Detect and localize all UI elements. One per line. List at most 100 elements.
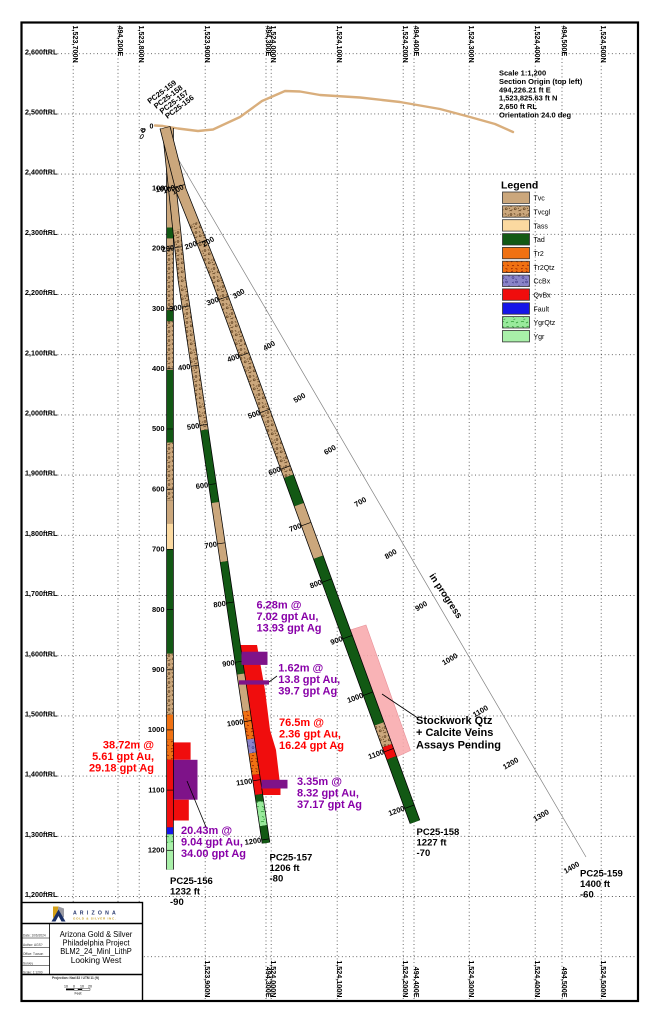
svg-text:1,400ftRL: 1,400ftRL [25,770,58,779]
svg-text:Legend: Legend [501,180,538,192]
svg-text:13.93 gpt Ag: 13.93 gpt Ag [257,623,322,635]
svg-text:500: 500 [152,424,165,433]
svg-text:300: 300 [169,303,183,314]
svg-text:Tr2Qtz: Tr2Qtz [534,265,556,272]
svg-text:BLM2_24_Minl_LithP: BLM2_24_Minl_LithP [60,946,132,956]
svg-text:900: 900 [329,634,344,647]
svg-text:29.18 gpt Ag: 29.18 gpt Ag [89,763,154,775]
svg-text:Scale: 1:1200: Scale: 1:1200 [23,971,43,975]
svg-text:1,200ftRL: 1,200ftRL [25,890,58,899]
svg-text:900: 900 [152,665,165,674]
svg-text:Stockwork Qtz: Stockwork Qtz [416,715,493,727]
svg-text:300: 300 [205,295,220,308]
svg-text:600: 600 [152,484,165,493]
svg-text:39.7 gpt Ag: 39.7 gpt Ag [278,686,337,698]
svg-text:1,523,800N: 1,523,800N [137,26,146,63]
svg-text:600: 600 [195,480,209,491]
svg-text:-90: -90 [170,897,184,908]
svg-text:1,524,500N: 1,524,500N [599,960,608,997]
svg-text:2,600ftRL: 2,600ftRL [25,47,58,56]
svg-text:1100: 1100 [148,785,164,794]
svg-text:800: 800 [152,605,165,614]
svg-text:494,300E: 494,300E [264,26,273,57]
svg-text:500: 500 [247,408,262,421]
svg-text:PC25-159: PC25-159 [580,869,623,880]
svg-text:1,524,400N: 1,524,400N [533,26,542,63]
svg-text:Section Origin (top left): Section Origin (top left) [499,77,583,86]
svg-text:494,400E: 494,400E [412,967,421,998]
svg-text:800: 800 [308,578,323,591]
svg-text:700: 700 [204,540,218,551]
svg-text:Arizona Gold & Silver: Arizona Gold & Silver [60,929,133,939]
svg-text:Author: AGS?: Author: AGS? [23,943,43,947]
svg-text:1,524,300N: 1,524,300N [467,26,476,63]
svg-text:7.02 gpt Au,: 7.02 gpt Au, [257,611,319,623]
svg-text:494,400E: 494,400E [412,26,421,57]
svg-text:1,524,400N: 1,524,400N [533,960,542,997]
svg-text:200: 200 [152,244,165,253]
svg-text:Orientation 24.0 deg: Orientation 24.0 deg [499,111,572,120]
svg-text:CcBx: CcBx [534,279,551,286]
svg-text:2,650 ft RL: 2,650 ft RL [499,102,537,111]
svg-text:1,524,100N: 1,524,100N [335,26,344,63]
svg-text:1,523,900N: 1,523,900N [203,26,212,63]
svg-text:1,524,500N: 1,524,500N [599,26,608,63]
svg-text:2,300ftRL: 2,300ftRL [25,228,58,237]
svg-text:0: 0 [150,124,154,131]
svg-text:5.61 gpt Au,: 5.61 gpt Au, [92,751,154,763]
svg-text:300: 300 [152,304,165,313]
svg-text:Assays Pending: Assays Pending [416,739,501,751]
svg-text:700: 700 [152,545,165,554]
svg-text:900: 900 [222,658,236,669]
svg-text:1000: 1000 [148,725,165,734]
svg-text:10: 10 [80,985,84,989]
svg-text:1100: 1100 [236,776,253,787]
svg-text:1200: 1200 [148,846,165,855]
svg-text:3.35m @: 3.35m @ [297,776,342,788]
svg-text:800: 800 [213,599,227,610]
svg-text:600: 600 [267,465,282,478]
svg-text:100: 100 [155,184,169,195]
svg-text:A R I Z O N A: A R I Z O N A [73,911,117,917]
svg-text:2.36 gpt Au,: 2.36 gpt Au, [279,729,341,741]
svg-text:400: 400 [152,364,165,373]
svg-text:Date: 10/6/2024: Date: 10/6/2024 [23,934,46,938]
svg-text:1,523,825.63 ft N: 1,523,825.63 ft N [499,94,557,103]
svg-text:37.17 gpt Ag: 37.17 gpt Ag [297,799,362,811]
svg-text:1,300ftRL: 1,300ftRL [25,830,58,839]
svg-text:20: 20 [88,985,92,989]
svg-text:2,100ftRL: 2,100ftRL [25,348,58,357]
svg-text:Tr2: Tr2 [534,251,544,258]
svg-text:1,900ftRL: 1,900ftRL [25,469,58,478]
svg-text:8.32 gpt Au,: 8.32 gpt Au, [297,787,359,799]
svg-text:20.43m @: 20.43m @ [181,825,232,837]
svg-text:1000: 1000 [226,717,244,728]
svg-text:2,400ftRL: 2,400ftRL [25,168,58,177]
svg-text:Office: Tucson: Office: Tucson [23,952,44,956]
svg-text:0: 0 [140,127,148,134]
svg-text:100: 100 [162,183,177,196]
svg-text:500: 500 [186,421,200,432]
svg-text:2,200ftRL: 2,200ftRL [25,288,58,297]
svg-text:Fault: Fault [534,306,550,313]
svg-text:34.00 gpt Ag: 34.00 gpt Ag [181,848,246,860]
svg-text:1,524,200N: 1,524,200N [401,960,410,997]
svg-text:Tass: Tass [534,223,549,230]
svg-text:Tad: Tad [534,237,545,244]
svg-text:494,300E: 494,300E [264,967,273,998]
svg-text:1,523,900N: 1,523,900N [203,960,212,997]
svg-text:Philadelphia Project: Philadelphia Project [63,938,131,948]
svg-text:494,500E: 494,500E [560,26,569,57]
svg-text:2,500ftRL: 2,500ftRL [25,108,58,117]
svg-text:1200: 1200 [244,836,262,847]
svg-text:Survey: Survey [23,961,33,965]
svg-text:1,523,700N: 1,523,700N [71,26,80,63]
svg-text:Scale 1:1,200: Scale 1:1,200 [499,69,546,78]
svg-text:-70: -70 [417,848,431,859]
svg-text:-60: -60 [580,890,594,901]
svg-text:1,524,200N: 1,524,200N [401,26,410,63]
svg-text:1,524,000N: 1,524,000N [269,960,278,997]
svg-text:100: 100 [152,183,165,192]
svg-text:200: 200 [183,239,198,252]
svg-text:1232 ft: 1232 ft [170,887,201,898]
